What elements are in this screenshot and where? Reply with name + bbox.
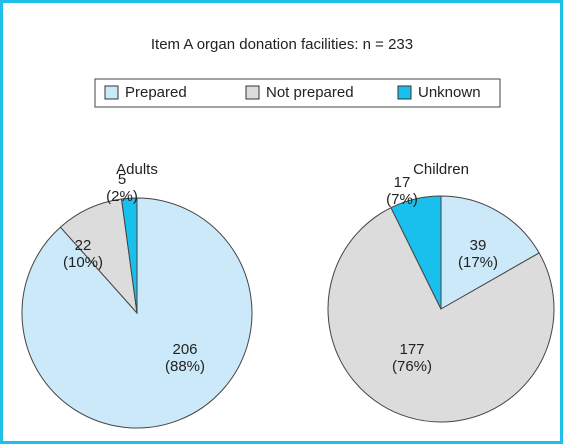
percent-label: (10%) <box>63 254 103 271</box>
legend-label: Unknown <box>418 84 481 101</box>
pie-slice <box>327 206 555 423</box>
value-label: 22 <box>75 237 92 254</box>
value-label: 206 <box>172 341 197 358</box>
pie-title: Children <box>413 161 469 178</box>
percent-label: (2%) <box>106 188 138 205</box>
chart-title: Item A organ donation facilities: n = 23… <box>151 36 413 53</box>
value-label: 39 <box>470 237 487 254</box>
legend-label: Not prepared <box>266 84 354 101</box>
legend-swatch <box>397 85 412 100</box>
legend-box <box>94 78 501 108</box>
pie-title: Adults <box>116 161 158 178</box>
pie-slice <box>120 197 138 314</box>
pie-slice <box>390 195 442 310</box>
percent-label: (7%) <box>386 191 418 208</box>
value-label: 17 <box>394 174 411 191</box>
value-label: 5 <box>118 171 126 188</box>
value-label: 177 <box>399 341 424 358</box>
pie-slice <box>440 195 540 310</box>
legend-label: Prepared <box>125 84 187 101</box>
percent-label: (88%) <box>165 358 205 375</box>
percent-label: (17%) <box>458 254 498 271</box>
percent-label: (76%) <box>392 358 432 375</box>
legend-swatch <box>245 85 260 100</box>
legend-swatch <box>104 85 119 100</box>
